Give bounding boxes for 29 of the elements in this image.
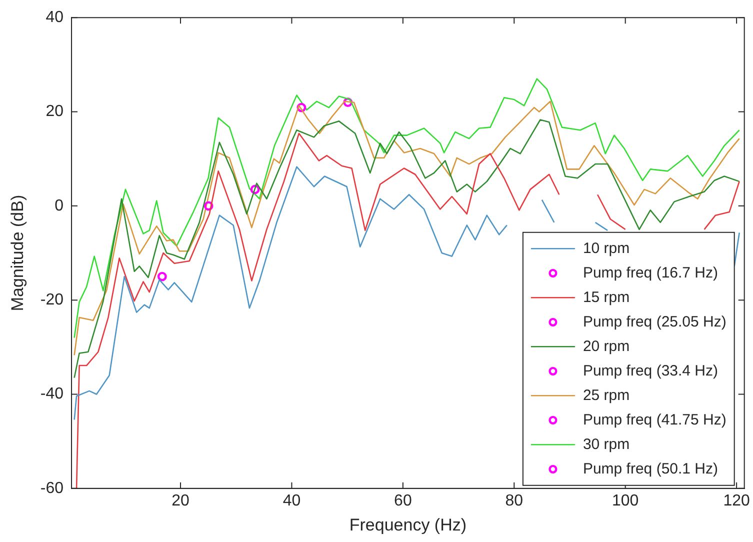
legend-label: 20 rpm: [582, 338, 630, 355]
y-tick-label: -40: [40, 386, 64, 403]
x-axis-title: Frequency (Hz): [349, 515, 467, 534]
point: [296, 102, 306, 112]
y-tick-label: -60: [40, 480, 64, 497]
legend-label: Pump freq (33.4 Hz): [582, 362, 718, 380]
x-tick-label: 40: [282, 492, 301, 510]
point: [343, 98, 353, 108]
y-tick-label: 0: [54, 197, 64, 214]
y-tick-label: 20: [46, 103, 64, 120]
legend-label: Pump freq (16.7 Hz): [582, 264, 718, 282]
point: [157, 272, 167, 282]
x-tick-label: 120: [723, 492, 750, 510]
point: [250, 184, 260, 194]
legend-label: Pump freq (50.1 Hz): [582, 460, 718, 478]
y-axis-title: Magnitude (dB): [8, 194, 27, 312]
x-tick-label: 60: [394, 492, 412, 510]
point: [204, 201, 214, 211]
legend-label: 25 rpm: [582, 386, 630, 404]
y-tick-label: -20: [40, 291, 64, 308]
legend-label: 30 rpm: [582, 436, 630, 453]
x-tick-label: 20: [172, 492, 190, 510]
x-tick-label: 80: [505, 492, 524, 510]
legend-label: Pump freq (25.05 Hz): [582, 313, 726, 330]
x-tick-label: 100: [612, 492, 639, 510]
legend-label: Pump freq (41.75 Hz): [582, 411, 726, 428]
legend-label: 15 rpm: [582, 288, 630, 306]
legend-label: 10 rpm: [582, 240, 630, 257]
y-tick-label: 40: [46, 9, 64, 26]
